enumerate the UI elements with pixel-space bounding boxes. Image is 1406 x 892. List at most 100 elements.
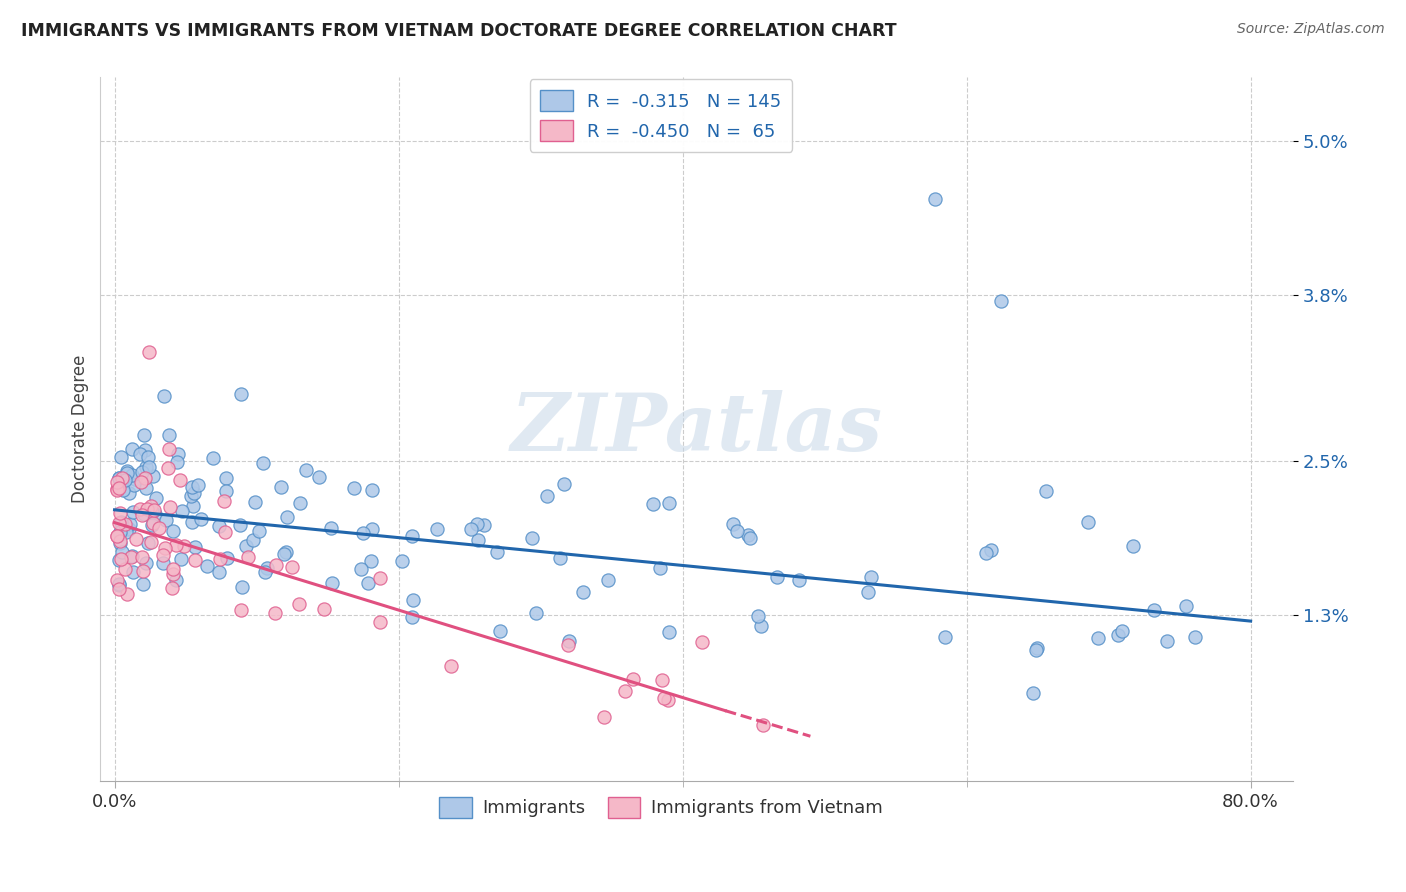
Point bbox=[108, 471, 131, 485]
Point bbox=[162, 566, 184, 581]
Point bbox=[105, 483, 128, 497]
Point bbox=[141, 517, 163, 532]
Point bbox=[342, 481, 364, 495]
Point bbox=[593, 709, 616, 723]
Point bbox=[209, 552, 232, 566]
Point bbox=[118, 522, 141, 536]
Point bbox=[1111, 624, 1133, 638]
Point bbox=[274, 545, 297, 559]
Point bbox=[467, 533, 489, 547]
Point bbox=[108, 553, 131, 567]
Point bbox=[747, 609, 769, 624]
Point bbox=[657, 693, 679, 707]
Point bbox=[131, 577, 153, 591]
Point bbox=[370, 571, 392, 585]
Point bbox=[860, 570, 883, 584]
Point bbox=[571, 585, 593, 599]
Point bbox=[139, 535, 162, 549]
Point bbox=[465, 517, 488, 532]
Point bbox=[152, 548, 174, 562]
Point bbox=[231, 580, 253, 594]
Point bbox=[108, 576, 131, 591]
Point bbox=[242, 533, 264, 548]
Point bbox=[308, 470, 330, 484]
Point bbox=[288, 598, 311, 612]
Point bbox=[1025, 642, 1047, 657]
Point bbox=[184, 540, 207, 554]
Point bbox=[357, 576, 380, 591]
Point bbox=[361, 483, 384, 497]
Point bbox=[136, 450, 159, 464]
Point bbox=[214, 494, 236, 508]
Point bbox=[166, 455, 188, 469]
Point bbox=[141, 504, 163, 518]
Point bbox=[110, 527, 132, 541]
Point bbox=[165, 538, 187, 552]
Point bbox=[173, 539, 195, 553]
Point bbox=[162, 524, 184, 538]
Point bbox=[270, 480, 292, 494]
Point bbox=[143, 507, 166, 521]
Point bbox=[486, 545, 509, 559]
Point bbox=[120, 549, 142, 564]
Point bbox=[751, 718, 773, 732]
Point bbox=[215, 484, 238, 499]
Point bbox=[117, 464, 139, 478]
Text: IMMIGRANTS VS IMMIGRANTS FROM VIETNAM DOCTORATE DEGREE CORRELATION CHART: IMMIGRANTS VS IMMIGRANTS FROM VIETNAM DO… bbox=[21, 22, 897, 40]
Point bbox=[170, 503, 193, 517]
Point bbox=[273, 547, 295, 561]
Point bbox=[557, 638, 579, 652]
Point bbox=[276, 510, 298, 524]
Point bbox=[229, 603, 252, 617]
Point bbox=[135, 556, 157, 570]
Point bbox=[360, 554, 382, 568]
Point bbox=[215, 551, 238, 566]
Point bbox=[132, 507, 155, 521]
Point bbox=[181, 516, 204, 530]
Point bbox=[169, 473, 191, 487]
Point bbox=[725, 524, 748, 538]
Point bbox=[145, 491, 167, 506]
Point bbox=[107, 582, 129, 597]
Point bbox=[1174, 599, 1197, 613]
Point bbox=[131, 549, 153, 564]
Point bbox=[128, 501, 150, 516]
Point bbox=[138, 345, 160, 359]
Point bbox=[924, 192, 946, 206]
Point bbox=[1184, 631, 1206, 645]
Point bbox=[737, 528, 759, 542]
Legend: Immigrants, Immigrants from Vietnam: Immigrants, Immigrants from Vietnam bbox=[432, 789, 890, 825]
Point bbox=[723, 517, 745, 532]
Point bbox=[143, 502, 166, 516]
Point bbox=[321, 575, 343, 590]
Point bbox=[621, 672, 644, 686]
Point bbox=[108, 578, 131, 592]
Point bbox=[157, 461, 180, 475]
Point bbox=[124, 472, 146, 486]
Point bbox=[658, 624, 681, 639]
Point bbox=[118, 486, 141, 500]
Point bbox=[105, 574, 128, 588]
Point bbox=[553, 476, 575, 491]
Point bbox=[990, 294, 1012, 309]
Point bbox=[738, 531, 761, 545]
Point bbox=[153, 389, 176, 403]
Point bbox=[105, 529, 128, 543]
Point bbox=[160, 581, 183, 595]
Point bbox=[105, 475, 128, 490]
Point bbox=[440, 658, 463, 673]
Point bbox=[749, 618, 772, 632]
Point bbox=[121, 468, 143, 483]
Point bbox=[121, 442, 143, 457]
Point bbox=[110, 515, 132, 529]
Point bbox=[766, 570, 789, 584]
Point bbox=[132, 428, 155, 442]
Point bbox=[122, 565, 145, 579]
Point bbox=[1107, 627, 1129, 641]
Point bbox=[658, 496, 681, 510]
Point bbox=[108, 506, 131, 520]
Point bbox=[112, 483, 135, 498]
Point bbox=[319, 521, 342, 535]
Point bbox=[134, 460, 156, 475]
Point bbox=[155, 513, 177, 527]
